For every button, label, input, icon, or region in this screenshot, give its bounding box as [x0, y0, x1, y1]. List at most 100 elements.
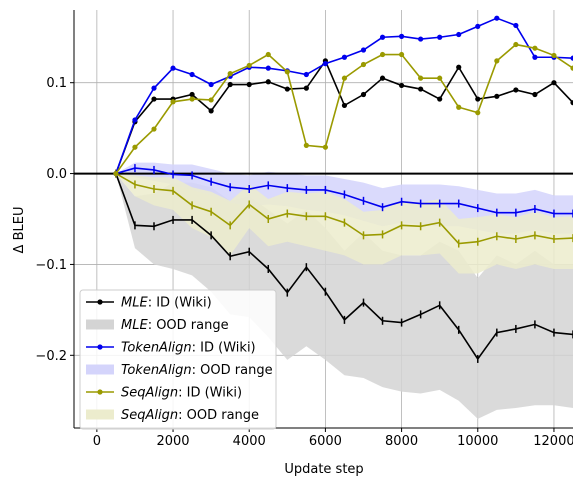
- point-seqalign-id: [227, 71, 233, 77]
- point-seqalign-id: [265, 51, 271, 58]
- point-mle-id: [284, 86, 290, 92]
- point-seqalign-id: [170, 99, 176, 105]
- legend-label-desc: : ID (Wiki): [192, 341, 256, 356]
- legend-label: TokenAlign: ID (Wiki): [121, 341, 256, 356]
- legend-marker: [97, 389, 103, 395]
- legend-box: [79, 289, 277, 430]
- point-tokenalign-id: [513, 22, 519, 29]
- point-mle-id: [570, 100, 573, 106]
- point-tokenalign-id: [418, 36, 424, 42]
- point-tokenalign-id: [132, 117, 138, 123]
- point-seqalign-id: [398, 51, 405, 58]
- point-mle-id: [456, 64, 462, 70]
- legend-label: TokenAlign: OOD range: [121, 363, 273, 378]
- legend-entry: TokenAlign: OOD range: [86, 363, 273, 378]
- point-seqalign-id: [494, 58, 500, 64]
- legend-marker: [97, 344, 103, 350]
- point-tokenalign-id: [532, 54, 538, 60]
- point-seqalign-id: [246, 62, 252, 69]
- legend-label: SeqAlign: ID (Wiki): [121, 386, 242, 401]
- point-tokenalign-id: [341, 54, 348, 60]
- legend-label-desc: : OOD range: [178, 408, 259, 423]
- point-mle-id: [208, 108, 214, 114]
- point-mle-id: [227, 81, 233, 88]
- x-tick-label: 4000: [233, 434, 266, 449]
- x-tick-label: 8000: [385, 434, 418, 449]
- point-mle-id: [437, 96, 443, 102]
- point-tokenalign-id: [494, 15, 500, 21]
- x-tick-label: 6000: [309, 434, 342, 449]
- legend-label: MLE: ID (Wiki): [121, 296, 212, 311]
- line-seqalign-id: [115, 43, 573, 175]
- legend-entry: SeqAlign: OOD range: [86, 408, 259, 423]
- point-tokenalign-id: [570, 55, 573, 61]
- x-tick-label: 2000: [156, 434, 189, 449]
- legend-label-method: SeqAlign: [121, 408, 178, 423]
- point-seqalign-id: [418, 75, 424, 81]
- point-mle-id: [265, 79, 271, 85]
- legend-fill-swatch: [86, 319, 114, 330]
- point-mle-id: [151, 96, 157, 102]
- y-tick-label: −0.2: [35, 349, 67, 364]
- point-seqalign-id: [113, 170, 119, 177]
- legend-label: SeqAlign: OOD range: [121, 408, 259, 423]
- x-tick-label: 0: [93, 434, 101, 449]
- legend-label-method: SeqAlign: [121, 386, 178, 401]
- legend-entry: TokenAlign: ID (Wiki): [86, 341, 256, 356]
- point-seqalign-id: [475, 110, 481, 116]
- legend-label-method: TokenAlign: [121, 363, 192, 378]
- x-tick-label: 12000: [533, 434, 573, 449]
- legend-label: MLE: OOD range: [121, 318, 229, 333]
- legend-marker: [97, 299, 103, 305]
- point-tokenalign-id: [265, 65, 271, 71]
- legend-label-desc: : OOD range: [148, 318, 229, 333]
- point-tokenalign-id: [437, 34, 443, 40]
- point-mle-id: [189, 91, 195, 98]
- point-seqalign-id: [456, 104, 462, 110]
- series-lines: [113, 15, 573, 363]
- point-seqalign-id: [437, 75, 443, 81]
- legend-label-desc: : ID (Wiki): [148, 296, 212, 311]
- point-seqalign-id: [151, 126, 157, 132]
- legend: MLE: ID (Wiki)MLE: OOD rangeTokenAlign: …: [79, 289, 277, 430]
- legend-entry: SeqAlign: ID (Wiki): [86, 386, 242, 401]
- legend-entry: MLE: ID (Wiki): [86, 296, 212, 311]
- point-tokenalign-id: [170, 65, 176, 71]
- point-seqalign-id: [132, 144, 138, 150]
- point-seqalign-id: [379, 51, 386, 58]
- legend-label-desc: : OOD range: [192, 363, 273, 378]
- point-seqalign-id: [303, 142, 309, 148]
- point-mle-id: [418, 86, 424, 92]
- point-tokenalign-id: [379, 34, 386, 40]
- point-seqalign-id: [189, 96, 195, 102]
- point-seqalign-id: [551, 52, 557, 59]
- point-seqalign-id: [570, 65, 573, 71]
- point-mle-id: [475, 96, 481, 102]
- point-seqalign-id: [360, 61, 367, 68]
- y-tick-label: 0.1: [46, 76, 67, 91]
- legend-fill-swatch: [86, 409, 114, 420]
- point-seqalign-id: [208, 97, 214, 103]
- tick-labels: 0 2000 4000 6000 8000 10000 12000 −0.2 −0.1 0.0 0.…: [35, 76, 573, 449]
- y-axis-label: Δ BLEU: [12, 207, 27, 254]
- legend-entry: MLE: OOD range: [86, 318, 229, 333]
- point-tokenalign-id: [208, 81, 214, 88]
- point-seqalign-id: [341, 75, 348, 81]
- point-tokenalign-id: [360, 47, 367, 53]
- x-tick-label: 10000: [457, 434, 498, 449]
- point-mle-id: [398, 82, 405, 89]
- point-mle-id: [494, 93, 500, 99]
- y-tick-label: 0.0: [46, 167, 67, 182]
- point-tokenalign-id: [151, 85, 157, 91]
- point-tokenalign-id: [322, 61, 329, 67]
- point-mle-id: [551, 80, 557, 86]
- legend-label-method: MLE: [121, 318, 148, 333]
- point-tokenalign-id: [189, 71, 195, 78]
- legend-fill-swatch: [86, 364, 114, 375]
- legend-label-method: TokenAlign: [121, 341, 192, 356]
- point-seqalign-id: [284, 69, 290, 75]
- point-tokenalign-id: [303, 71, 309, 78]
- point-tokenalign-id: [475, 23, 481, 29]
